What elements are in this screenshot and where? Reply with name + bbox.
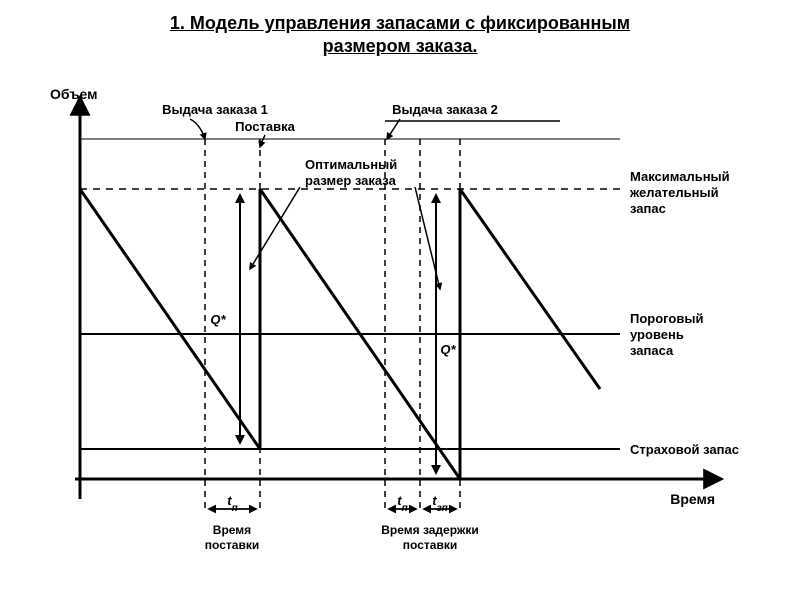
svg-text:tп: tп [397,493,407,514]
label-q2: Q* [440,342,456,357]
label-threshold-level: Пороговыйуровеньзапаса [630,311,703,358]
svg-text:запас: запас [630,201,666,216]
svg-text:Время: Время [213,523,251,537]
x-axis-label: Время [670,491,715,507]
label-order-2: Выдача заказа 2 [392,102,498,117]
svg-text:Время задержки: Время задержки [381,523,479,537]
svg-text:уровень: уровень [630,327,684,342]
label-optimal-size: Оптимальныйразмер заказа [305,157,397,188]
svg-text:желательный: желательный [629,185,719,200]
svg-text:tзп: tзп [432,493,448,514]
inventory-diagram: Объем Время Максимальныйжелательныйзапас По… [0,69,800,589]
svg-text:Страховой запас: Страховой запас [630,442,739,457]
label-delivery-time-1: поставки [205,538,259,552]
label-order-1: Выдача заказа 1 [162,102,268,117]
svg-text:размер заказа: размер заказа [305,173,397,188]
svg-text:запаса: запаса [630,343,674,358]
svg-text:tп: tп [227,493,237,514]
svg-text:Пороговый: Пороговый [630,311,703,326]
svg-text:Максимальный: Максимальный [630,169,730,184]
y-axis-label: Объем [50,86,98,102]
label-max-level: Максимальныйжелательныйзапас [629,169,730,216]
label-delivery: Поставка [235,119,295,134]
label-q1: Q* [210,312,226,327]
label-safety-level: Страховой запас [630,442,739,457]
svg-text:Оптимальный: Оптимальный [305,157,397,172]
title-line2: размером заказа. [323,36,478,56]
label-delivery-delay: поставки [403,538,457,552]
title-line1: 1. Модель управления запасами с фиксиров… [170,13,630,33]
